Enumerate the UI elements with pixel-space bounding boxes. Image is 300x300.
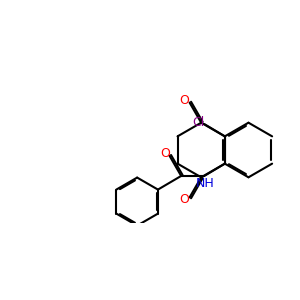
Text: O: O	[179, 94, 189, 106]
Text: O: O	[160, 147, 170, 160]
Text: Cl: Cl	[192, 116, 205, 129]
Text: O: O	[179, 194, 189, 206]
Text: NH: NH	[196, 177, 214, 190]
